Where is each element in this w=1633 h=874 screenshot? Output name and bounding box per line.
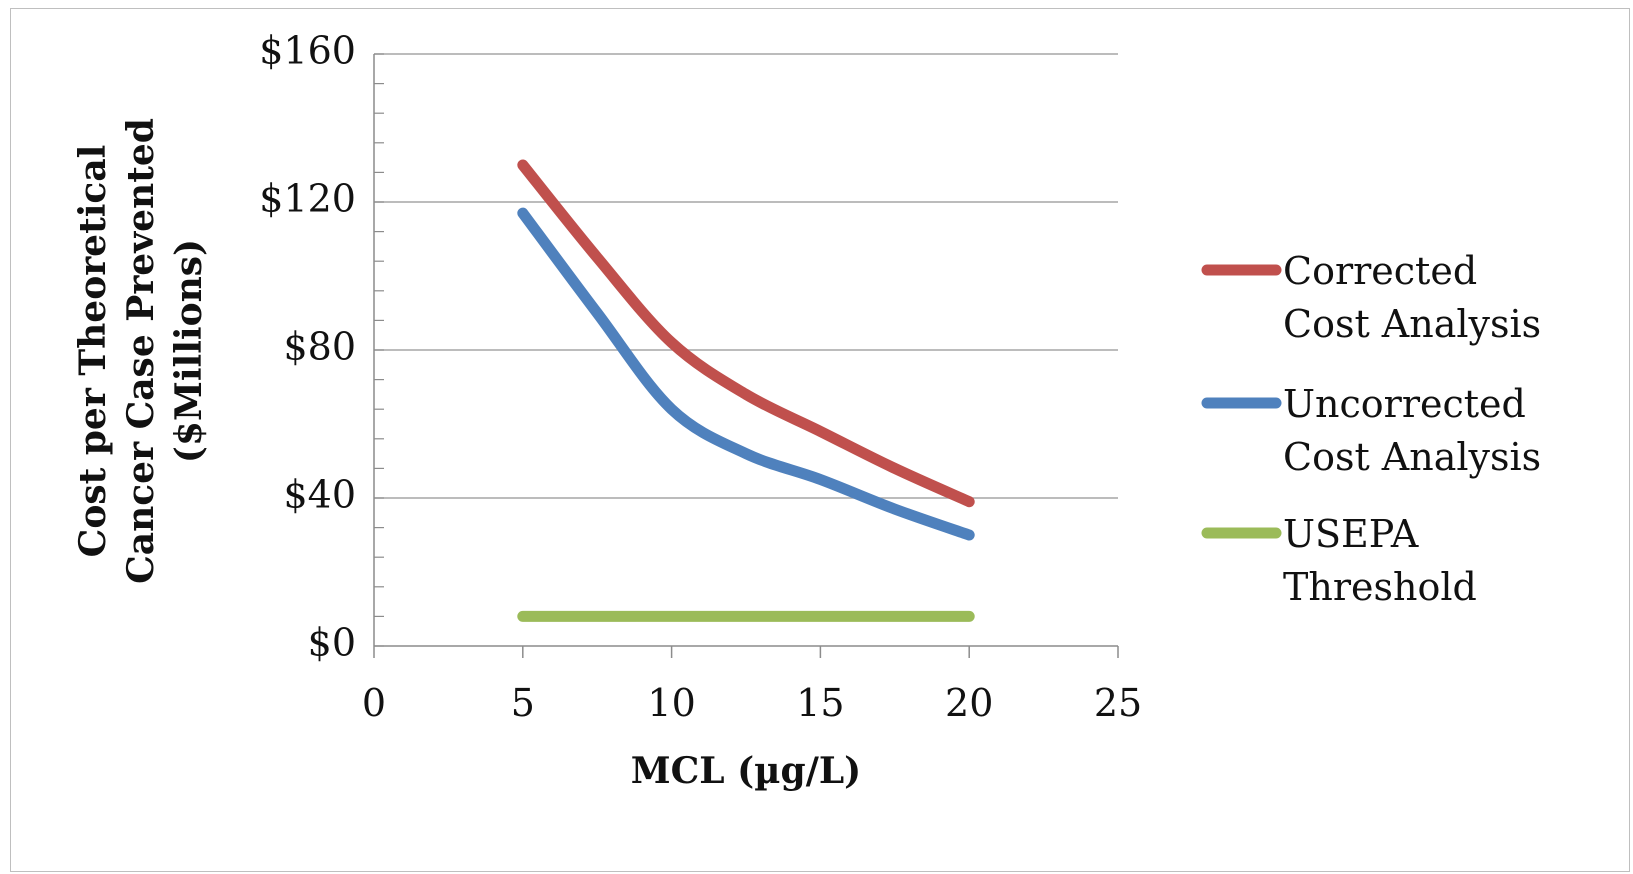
- y-tick-label-4: $160: [259, 29, 356, 73]
- x-tick-label-4: 20: [945, 681, 993, 725]
- y-tick-label-3: $120: [259, 177, 356, 221]
- y-tick-label-2: $80: [283, 325, 356, 369]
- chart-frame: [10, 8, 1630, 872]
- gridlines: [374, 53, 1118, 499]
- y-tick-label-1: $40: [283, 473, 356, 517]
- y-tick-labels: $0 $40 $80 $120 $160: [259, 29, 356, 665]
- x-tick-label-2: 10: [647, 681, 695, 725]
- legend-label-0-line-1: Cost Analysis: [1283, 302, 1541, 346]
- legend-label-2-line-0: USEPA: [1283, 512, 1419, 556]
- series-line-1: [517, 207, 975, 541]
- series-lines: [517, 159, 975, 622]
- legend-label-1-line-1: Cost Analysis: [1283, 435, 1541, 479]
- legend: Corrected Cost Analysis Uncorrected Cost An…: [1201, 249, 1541, 609]
- y-axis-title-line-1: Cost per Theoretical: [72, 145, 114, 558]
- y-tick-label-0: $0: [308, 621, 356, 665]
- x-tick-labels: 0 5 10 15 20 25: [362, 681, 1142, 725]
- legend-label-0-line-0: Corrected: [1283, 249, 1477, 293]
- series-line-0: [517, 159, 975, 508]
- y-axis-title-line-3: ($Millions): [168, 239, 210, 463]
- y-axis-title: Cost per Theoretical Cancer Case Prevent…: [72, 118, 210, 584]
- x-axis-title: MCL (µg/L): [631, 750, 861, 792]
- legend-label-2-line-1: Threshold: [1283, 565, 1477, 609]
- x-tick-label-1: 5: [511, 681, 535, 725]
- y-axis-title-line-2: Cancer Case Prevented: [120, 118, 162, 584]
- x-tick-label-5: 25: [1094, 681, 1142, 725]
- legend-label-1-line-0: Uncorrected: [1283, 382, 1526, 426]
- axes: [373, 53, 1119, 658]
- x-tick-label-0: 0: [362, 681, 386, 725]
- x-tick-label-3: 15: [796, 681, 844, 725]
